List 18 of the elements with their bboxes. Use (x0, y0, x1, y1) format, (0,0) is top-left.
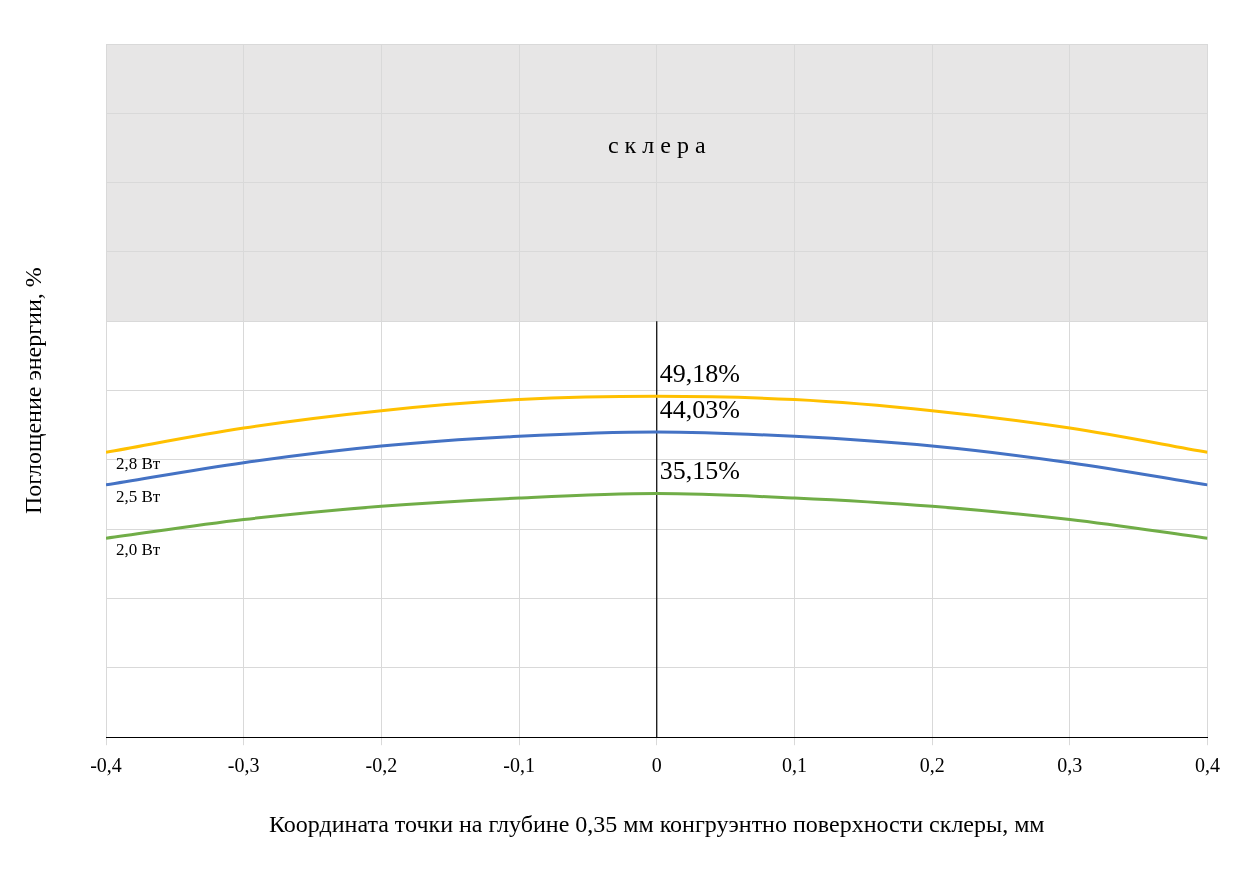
y-axis-title: Поглощение энергии, % (19, 267, 46, 514)
x-tick-label: 0,1 (781, 754, 807, 777)
x-tick-label: 0,4 (1195, 754, 1220, 777)
x-tick-label: 0 (651, 754, 662, 777)
x-axis-title: Координата точки на глубине 0,35 мм конгруэнтно поверхности склеры, мм (268, 810, 1045, 837)
data-label: 49,18% (659, 359, 740, 389)
series-label: 2,8 Вт (116, 454, 161, 474)
x-tick-label: -0,1 (503, 754, 535, 777)
x-tick-label: -0,2 (365, 754, 398, 777)
x-tick-label: 0,2 (919, 754, 945, 777)
x-tick-label: 0,3 (1057, 754, 1083, 777)
data-label: 35,15% (659, 456, 740, 486)
series-label: 2,0 Вт (116, 540, 161, 560)
data-label: 44,03% (659, 394, 740, 424)
band-label: с к л е р а (607, 131, 706, 158)
x-tick-label: -0,4 (90, 754, 122, 777)
x-tick-label: -0,3 (227, 754, 260, 777)
series-label: 2,5 Вт (116, 486, 161, 506)
